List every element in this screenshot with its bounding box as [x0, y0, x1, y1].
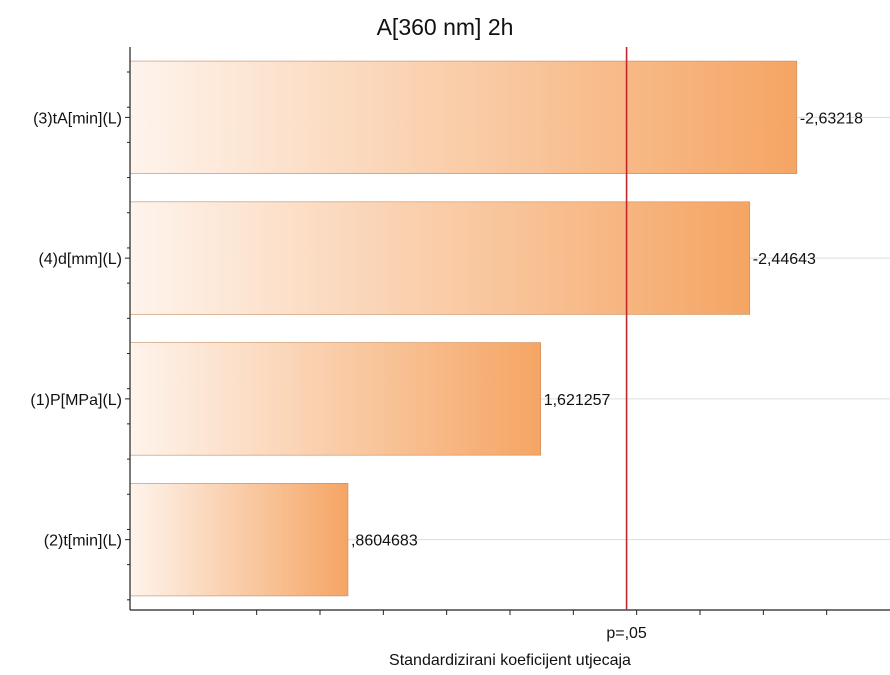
bar — [129, 60, 798, 174]
category-label: (4)d[mm](L) — [38, 251, 122, 268]
significance-label: p=,05 — [606, 625, 647, 642]
bar-value-label: 1,621257 — [544, 392, 611, 409]
category-label: (2)t[min](L) — [44, 533, 122, 550]
bar — [129, 342, 542, 456]
bar-value-label: -2,63218 — [800, 110, 863, 127]
bar-value-label: -2,44643 — [753, 251, 816, 268]
bar — [129, 201, 751, 315]
chart-title: A[360 nm] 2h — [376, 14, 514, 40]
bar — [129, 483, 349, 597]
category-label: (1)P[MPa](L) — [30, 392, 122, 409]
x-axis-label: Standardizirani koeficijent utjecaja — [389, 652, 631, 669]
category-label: (3)tA[min](L) — [33, 110, 122, 127]
bar-value-label: ,8604683 — [351, 533, 418, 550]
